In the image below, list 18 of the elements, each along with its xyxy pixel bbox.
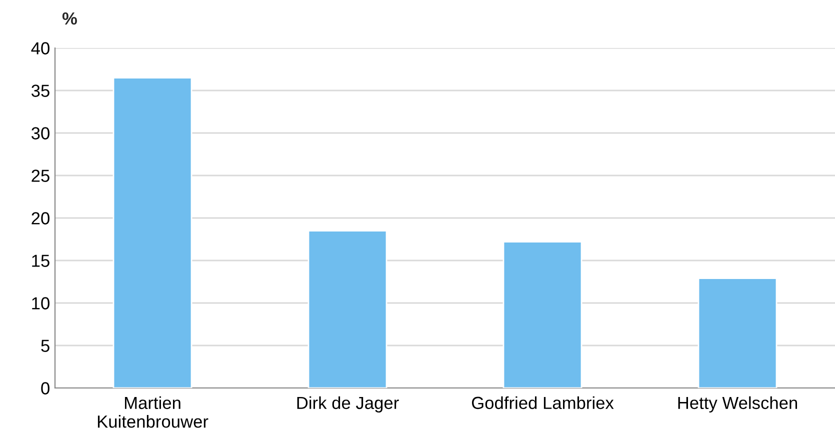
y-tick-label: 25 [32, 170, 50, 182]
x-tick-label: Martien Kuitenbrouwer [98, 396, 208, 428]
bar [502, 241, 582, 388]
y-tick-label: 20 [32, 212, 50, 224]
y-tick-label: 5 [41, 340, 50, 352]
y-tick-label: 10 [32, 297, 50, 310]
y-tick-label: 40 [31, 42, 50, 54]
y-tick-label: 0 [41, 382, 50, 394]
y-tick-label: 35 [31, 84, 50, 97]
y-tick-label: 15 [32, 254, 50, 267]
y-tick-label: 30 [31, 127, 50, 140]
bar [698, 278, 778, 388]
bar [308, 230, 388, 388]
x-tick-label: Hetty Welschen [678, 396, 798, 413]
x-tick-label: Godfried Lambriex [472, 396, 614, 410]
bar [112, 77, 192, 388]
y-axis-title: % [62, 12, 77, 25]
x-tick-label: Dirk de Jager [297, 396, 399, 413]
